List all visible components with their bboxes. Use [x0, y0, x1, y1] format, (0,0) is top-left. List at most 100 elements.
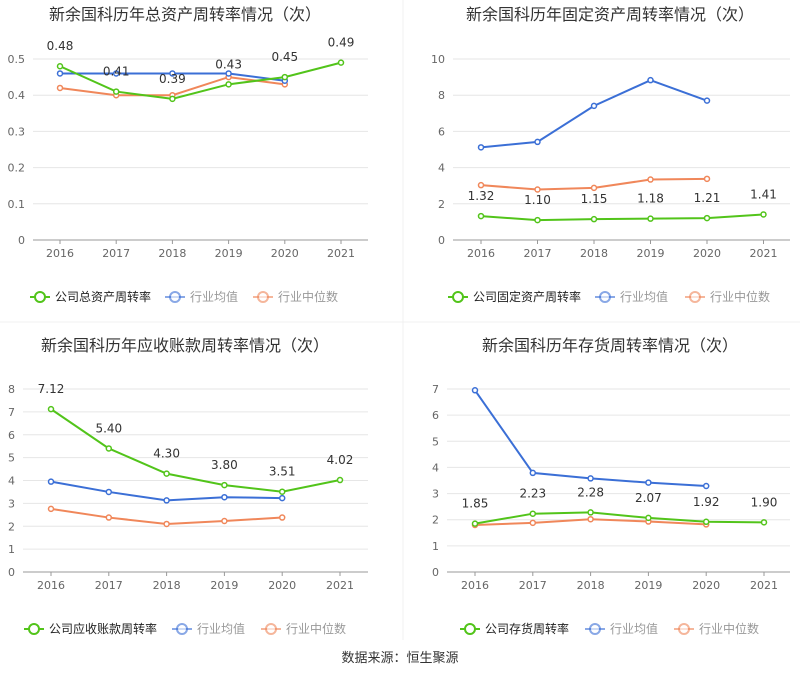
legend-label: 行业中位数 — [710, 289, 770, 304]
x-tick-label: 2017 — [102, 247, 130, 260]
data-point-company — [281, 73, 289, 81]
y-tick-label: 0.4 — [8, 89, 26, 102]
legend-label: 行业均值 — [610, 621, 658, 636]
y-tick-label: 0.1 — [8, 198, 26, 211]
data-label: 0.48 — [47, 39, 74, 53]
y-tick-label: 0 — [8, 566, 15, 579]
data-point-company — [590, 215, 598, 223]
data-point-avg — [529, 469, 537, 477]
data-point-avg — [647, 76, 654, 84]
y-tick-label: 0.3 — [8, 125, 26, 138]
y-tick-label: 2 — [438, 198, 445, 211]
data-label: 0.49 — [328, 36, 355, 50]
legend-swatch-marker — [589, 623, 601, 635]
data-source-label: 数据来源：恒生聚源 — [341, 651, 459, 666]
data-point-avg — [645, 479, 652, 486]
data-label: 4.02 — [327, 453, 354, 467]
y-tick-label: 10 — [431, 53, 445, 66]
data-label: 2.23 — [519, 487, 546, 501]
data-point-company — [225, 81, 232, 88]
data-point-avg — [278, 494, 286, 502]
data-point-median — [47, 505, 55, 513]
y-tick-label: 0 — [432, 566, 439, 579]
data-label: 2.07 — [635, 491, 662, 505]
legend-swatch-marker — [452, 291, 464, 303]
y-tick-label: 4 — [8, 475, 15, 488]
data-point-company — [703, 214, 711, 222]
chart-panel-4: 新余国科历年存货周转率情况（次） 0 1 2 3 4 5 6 7 2016 2017 2018 2019… — [432, 336, 790, 636]
x-tick-label: 2018 — [153, 579, 181, 592]
data-label: 1.21 — [694, 191, 721, 205]
legend-swatch-marker — [265, 623, 277, 635]
data-point-median — [105, 514, 113, 521]
data-label: 1.92 — [693, 495, 720, 509]
chart-title: 新余国科历年总资产周转率情况（次） — [49, 5, 321, 24]
data-point-company — [336, 476, 344, 484]
legend-swatch-marker — [257, 291, 269, 303]
chart-title: 新余国科历年存货周转率情况（次） — [482, 336, 738, 355]
data-point-company — [760, 519, 768, 526]
data-point-company — [278, 488, 286, 495]
data-label: 0.41 — [103, 65, 130, 79]
legend-label: 行业均值 — [620, 289, 668, 304]
data-point-avg — [169, 70, 176, 77]
data-point-company — [47, 405, 55, 413]
x-tick-label: 2018 — [158, 247, 186, 260]
x-tick-label: 2019 — [634, 579, 662, 592]
data-label: 2.28 — [577, 485, 604, 499]
legend-swatch-marker — [678, 623, 690, 635]
data-label: 3.80 — [211, 458, 238, 472]
data-label: 1.10 — [524, 193, 551, 207]
x-tick-label: 2019 — [637, 247, 665, 260]
y-tick-label: 7 — [432, 383, 439, 396]
x-tick-label: 2017 — [524, 247, 552, 260]
data-label: 1.18 — [637, 192, 664, 206]
data-point-company — [760, 211, 767, 218]
legend-label: 行业中位数 — [278, 289, 338, 304]
data-point-company — [647, 215, 654, 222]
data-point-median — [278, 514, 286, 521]
data-point-avg — [163, 497, 170, 504]
legend-swatch-marker — [176, 623, 188, 635]
legend-swatch-marker — [169, 291, 181, 303]
x-tick-label: 2017 — [519, 579, 547, 592]
chart-panel-3: 新余国科历年应收账款周转率情况（次） 0 1 2 3 4 5 6 7 8 2016 2017 2018 2… — [8, 336, 368, 636]
legend-label: 公司固定资产周转率 — [473, 289, 581, 304]
series-line-company — [480, 213, 764, 222]
legend-label: 行业均值 — [190, 289, 238, 304]
legend-label: 行业中位数 — [286, 621, 346, 636]
data-point-avg — [477, 144, 485, 151]
x-tick-label: 2021 — [326, 579, 354, 592]
data-label: 0.45 — [271, 50, 298, 64]
legend-swatch-marker — [599, 291, 611, 303]
data-point-median — [477, 181, 485, 189]
data-point-company — [221, 481, 228, 489]
chart-panel-2: 新余国科历年固定资产周转率情况（次） 0 2 4 6 8 10 2016 2017 2018 201… — [431, 5, 790, 304]
y-tick-label: 2 — [8, 520, 15, 533]
x-tick-label: 2020 — [692, 579, 720, 592]
chart-panel-1: 新余国科历年总资产周转率情况（次） 0 0.1 0.2 0.3 0.4 0.5 2016 201… — [8, 5, 368, 304]
x-tick-label: 2020 — [693, 247, 721, 260]
x-tick-label: 2016 — [46, 247, 74, 260]
data-point-median — [534, 186, 541, 193]
x-tick-label: 2017 — [95, 579, 123, 592]
data-point-company — [112, 88, 120, 95]
data-label: 1.90 — [751, 495, 778, 509]
legend-label: 行业中位数 — [699, 621, 759, 636]
legend-swatch-marker — [689, 291, 701, 303]
legend-label: 公司存货周转率 — [485, 621, 569, 636]
data-point-avg — [590, 102, 598, 110]
x-tick-label: 2016 — [37, 579, 65, 592]
legend-label: 公司总资产周转率 — [55, 289, 151, 304]
data-point-median — [590, 184, 598, 192]
x-tick-label: 2018 — [580, 247, 608, 260]
y-tick-label: 4 — [432, 461, 439, 474]
chart-title: 新余国科历年固定资产周转率情况（次） — [466, 5, 754, 24]
data-point-median — [221, 517, 228, 525]
data-point-avg — [221, 493, 228, 501]
y-tick-label: 7 — [8, 406, 15, 419]
data-label: 1.41 — [750, 187, 777, 201]
data-point-company — [702, 518, 710, 526]
data-label: 0.39 — [159, 72, 186, 86]
